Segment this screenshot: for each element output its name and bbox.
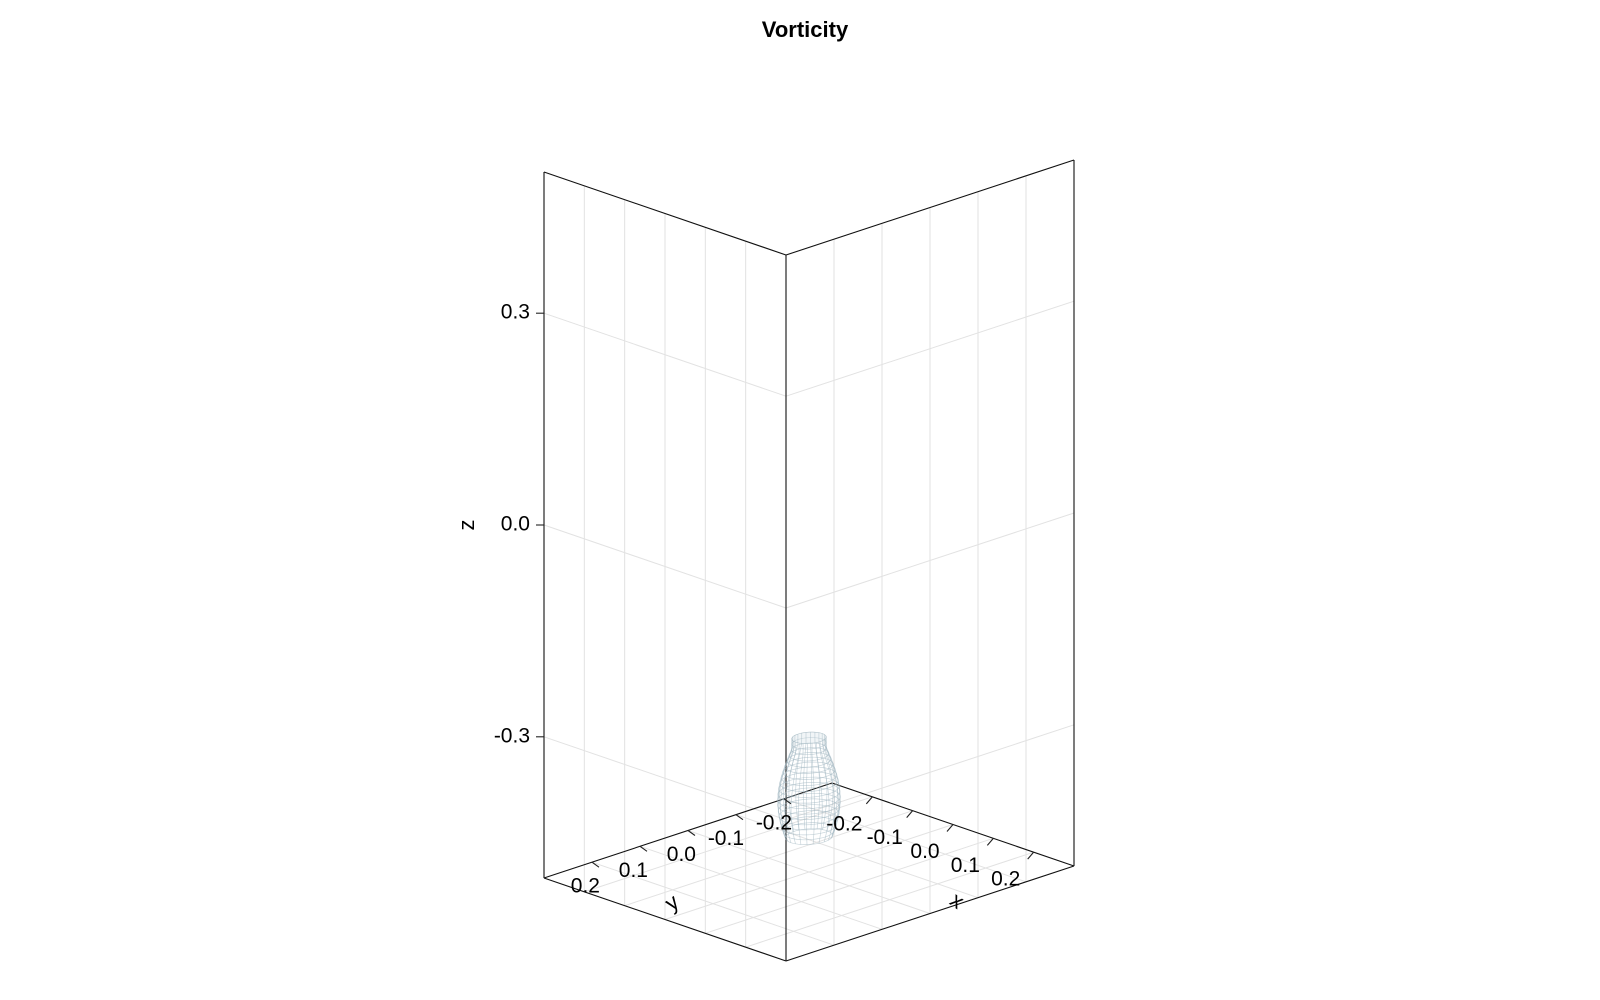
- z-tick-label: -0.3: [494, 724, 530, 747]
- y-tick-mark: [687, 830, 696, 836]
- axis-frame: [543, 159, 1075, 962]
- vorticity-ring-meridian: [811, 743, 815, 845]
- vorticity-ring-meridian: [803, 732, 807, 830]
- chart-title: Vorticity: [762, 17, 849, 42]
- x-tick-label: 0.0: [910, 840, 939, 863]
- x-tick-mark: [865, 796, 873, 805]
- vorticity-ring-meridian: [818, 732, 828, 830]
- vorticity-ring-meridian: [782, 735, 796, 834]
- vorticity-ring-meridian: [821, 733, 834, 831]
- frame-top-left: [543, 171, 787, 256]
- vorticity-surface: [777, 731, 841, 845]
- vorticity-ring-meridian: [825, 737, 841, 837]
- x-tick-mark: [906, 810, 914, 819]
- floor-grid-y: [639, 845, 883, 930]
- wall-grid-z: [785, 512, 1075, 609]
- x-tick-label: 0.2: [991, 868, 1020, 891]
- vorticity-ring-meridian: [814, 732, 821, 829]
- vorticity-ring-contour: [791, 731, 827, 744]
- tick-marks: [536, 312, 1035, 868]
- frame-top-right: [785, 159, 1075, 256]
- y-tick-mark: [783, 798, 792, 805]
- floor-grid-y: [591, 861, 835, 946]
- vorticity-ring-meridian: [795, 733, 803, 831]
- vorticity-ring-meridian: [790, 743, 800, 844]
- x-axis-label: x: [946, 887, 969, 914]
- vorticity-ring-meridian: [810, 732, 813, 829]
- wall-grid-z: [785, 300, 1075, 397]
- wall-grid-z: [543, 736, 787, 821]
- y-axis-label: y: [660, 889, 683, 916]
- x-tick-mark: [946, 824, 954, 832]
- vorticity-ring-meridian: [822, 740, 836, 841]
- y-tick-mark: [591, 861, 600, 868]
- y-tick-mark: [639, 845, 648, 852]
- vorticity-ring-meridian: [819, 741, 830, 842]
- vorticity-ring-meridian: [805, 743, 808, 845]
- x-tick-label: -0.2: [826, 812, 862, 835]
- vorticity-ring-meridian: [824, 739, 839, 839]
- y-tick-label: 0.2: [571, 875, 600, 898]
- x-tick-label: -0.1: [867, 826, 903, 849]
- floor-grid-y: [735, 814, 979, 899]
- x-tick-mark: [986, 837, 994, 846]
- tick-labels: -0.2-0.10.00.10.2-0.2-0.10.00.10.2-0.30.…: [494, 301, 1020, 898]
- vorticity-ring-meridian: [788, 734, 799, 832]
- x-tick-mark: [1027, 851, 1035, 860]
- wall-grid-z: [543, 524, 787, 609]
- z-tick-label: 0.3: [501, 301, 530, 324]
- y-tick-label: -0.1: [708, 827, 744, 850]
- frame-floor-right-back: [785, 865, 1075, 962]
- y-tick-label: 0.0: [667, 843, 696, 866]
- x-tick-label: 0.1: [951, 854, 980, 877]
- wall-grid-z: [785, 724, 1075, 821]
- z-tick-label: 0.0: [501, 513, 530, 536]
- z-axis-label: z: [454, 520, 479, 531]
- y-tick-label: 0.1: [619, 859, 648, 882]
- grid-lines: [543, 175, 1075, 948]
- vorticity-ring-meridian: [779, 736, 794, 836]
- vorticity-ring-meridian: [780, 741, 794, 842]
- frame-floor-left-back: [543, 877, 787, 962]
- vorticity-ring-meridian: [777, 738, 793, 838]
- floor-grid-y: [687, 830, 931, 914]
- y-tick-label: -0.2: [756, 811, 792, 834]
- y-tick-mark: [735, 814, 744, 821]
- floor-grid-y: [783, 798, 1027, 883]
- wall-grid-z: [543, 312, 787, 397]
